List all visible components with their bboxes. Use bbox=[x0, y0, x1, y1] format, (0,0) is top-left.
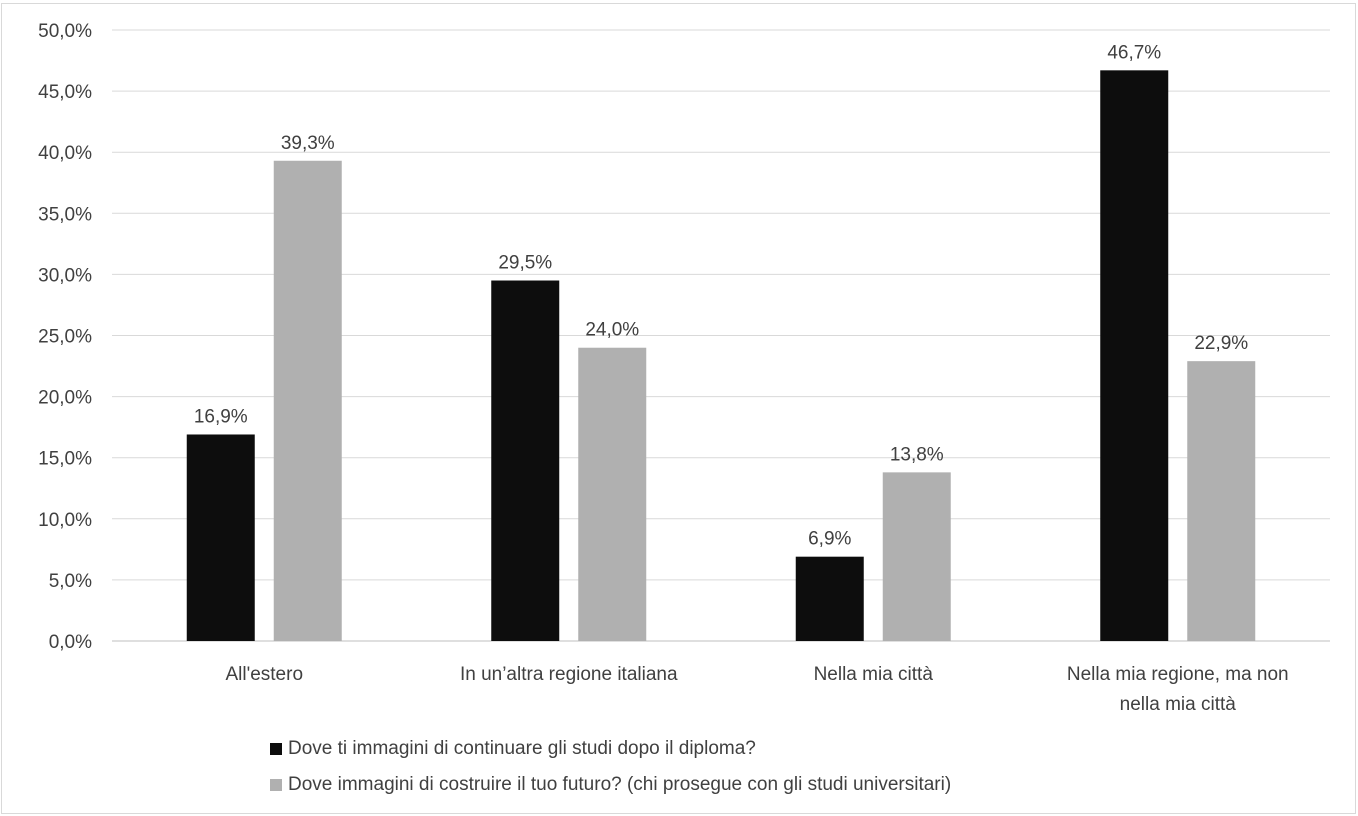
legend-item-series-2: Dove immagini di costruire il tuo futuro… bbox=[270, 772, 951, 798]
x-tick-label: Nella mia città bbox=[814, 664, 934, 685]
bar bbox=[1187, 361, 1256, 641]
x-tick-label: All'estero bbox=[225, 664, 303, 685]
x-tick-label: In un’altra regione italiana bbox=[460, 664, 678, 685]
legend: Dove ti immagini di continuare gli studi… bbox=[270, 736, 951, 808]
data-label: 46,7% bbox=[1107, 42, 1161, 63]
y-tick-label: 10,0% bbox=[38, 510, 92, 531]
legend-swatch-series-2 bbox=[270, 779, 282, 791]
bar bbox=[578, 347, 647, 641]
bar bbox=[882, 472, 951, 641]
data-label: 6,9% bbox=[808, 529, 851, 550]
data-label: 24,0% bbox=[585, 320, 639, 341]
y-tick-label: 25,0% bbox=[38, 327, 92, 348]
data-label: 29,5% bbox=[498, 253, 552, 274]
data-label: 22,9% bbox=[1194, 333, 1248, 354]
legend-swatch-series-1 bbox=[270, 743, 282, 755]
y-tick-label: 40,0% bbox=[38, 143, 92, 164]
y-tick-label: 20,0% bbox=[38, 388, 92, 409]
data-label: 39,3% bbox=[281, 133, 335, 154]
y-tick-label: 0,0% bbox=[49, 632, 92, 653]
data-label: 16,9% bbox=[194, 406, 248, 427]
legend-label-series-1: Dove ti immagini di continuare gli studi… bbox=[288, 738, 756, 759]
y-tick-label: 30,0% bbox=[38, 265, 92, 286]
legend-item-series-1: Dove ti immagini di continuare gli studi… bbox=[270, 736, 951, 762]
bar bbox=[491, 280, 560, 641]
y-tick-label: 45,0% bbox=[38, 82, 92, 103]
legend-label-series-2: Dove immagini di costruire il tuo futuro… bbox=[288, 774, 952, 795]
x-tick-label: Nella mia regione, ma non bbox=[1067, 664, 1289, 685]
bar bbox=[795, 556, 864, 641]
bar bbox=[1100, 70, 1169, 642]
bar bbox=[273, 160, 342, 641]
bar bbox=[186, 434, 255, 641]
x-tick-label: nella mia città bbox=[1120, 694, 1237, 715]
y-tick-label: 5,0% bbox=[49, 571, 92, 592]
data-label: 13,8% bbox=[890, 444, 944, 465]
y-tick-label: 50,0% bbox=[38, 21, 92, 42]
y-tick-label: 35,0% bbox=[38, 204, 92, 225]
y-tick-label: 15,0% bbox=[38, 449, 92, 470]
